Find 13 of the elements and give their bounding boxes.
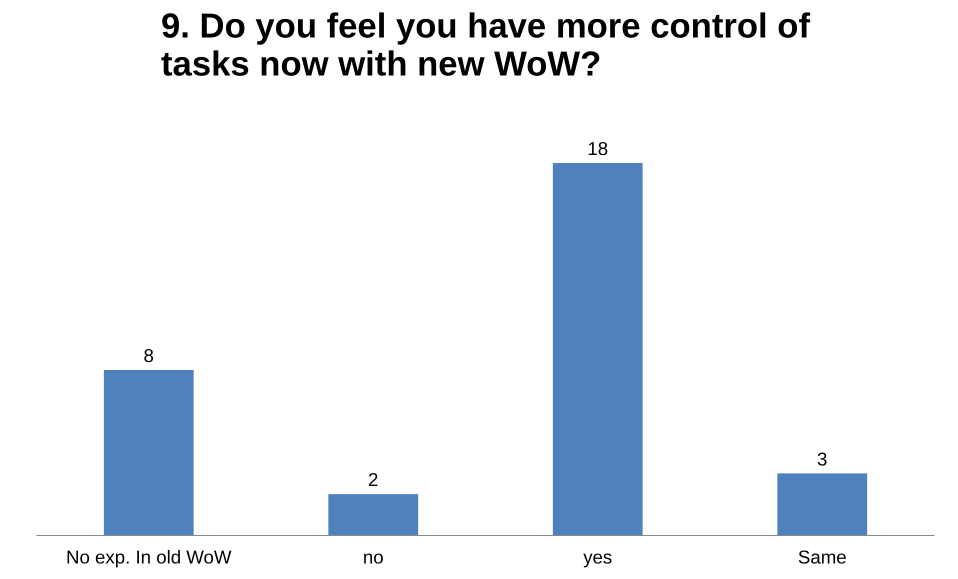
chart-title: 9. Do you feel you have more control of tasks now with new WoW? <box>161 8 810 84</box>
data-label: 2 <box>368 469 378 490</box>
x-tick-label: yes <box>583 546 612 568</box>
data-label: 18 <box>587 138 608 159</box>
bar <box>104 370 194 536</box>
x-tick-label: no <box>362 546 384 568</box>
bar <box>552 163 643 536</box>
x-tick-label: Same <box>798 546 847 568</box>
bar <box>328 494 418 536</box>
x-tick-label: No exp. In old WoW <box>66 546 232 568</box>
data-label: 8 <box>144 344 154 366</box>
bar <box>777 473 868 536</box>
data-label: 3 <box>817 448 828 470</box>
